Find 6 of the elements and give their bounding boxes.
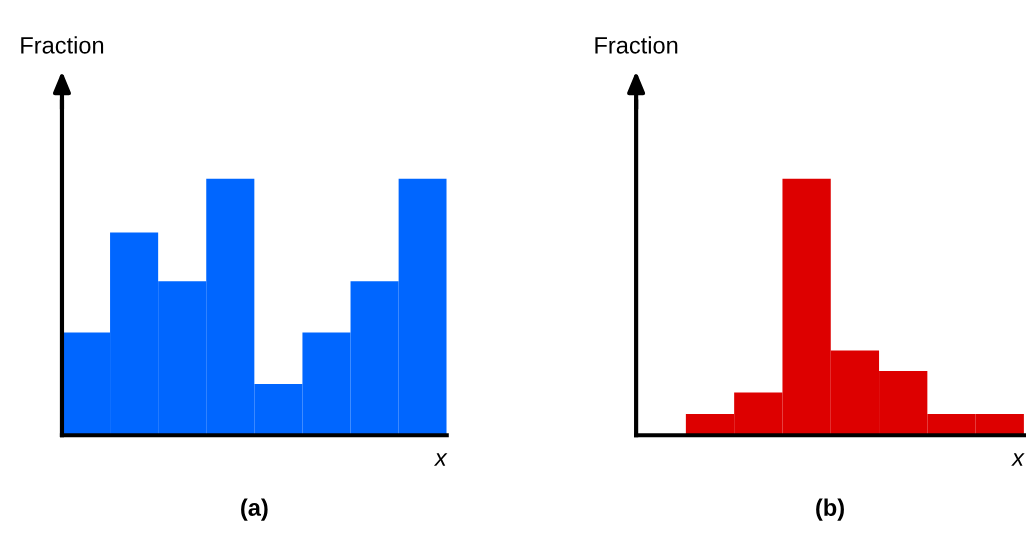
y-axis-title: Fraction — [595, 36, 678, 54]
text: (b) — [816, 498, 844, 521]
x-axis-title: x — [1011, 453, 1025, 466]
y-axis-title: Fraction — [21, 36, 104, 54]
text: (a) — [241, 498, 268, 521]
x-axis-title: x — [433, 453, 448, 466]
